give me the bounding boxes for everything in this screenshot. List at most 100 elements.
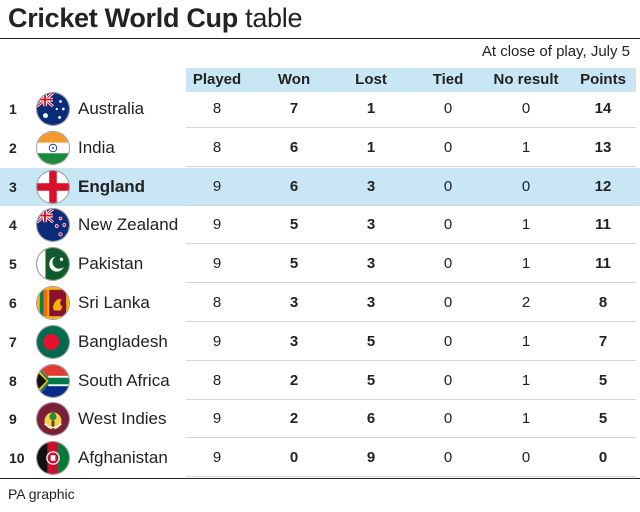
cell-points: 14 [594, 100, 612, 117]
column-header-played: Played [192, 71, 242, 88]
cell-lost: 3 [366, 255, 376, 273]
cell-tied: 0 [443, 216, 453, 234]
rank-cell: 6 [9, 295, 17, 311]
rank-cell: 7 [9, 333, 17, 350]
cell-played: 8 [212, 138, 222, 156]
table-row: 2 India 8 6 1 0 1 13 [0, 129, 640, 167]
title-divider [0, 38, 640, 39]
cell-won: 3 [289, 332, 299, 350]
cell-won: 5 [289, 216, 299, 234]
cell-lost: 1 [366, 100, 376, 117]
footer-credit: PA graphic [8, 486, 75, 502]
rank-cell: 5 [9, 256, 17, 273]
cell-points: 8 [598, 294, 608, 311]
australia-flag-icon [36, 92, 70, 126]
cell-played: 8 [212, 371, 222, 389]
cell-won: 5 [289, 255, 299, 273]
team-name: Australia [78, 99, 145, 118]
cell-points: 5 [598, 371, 608, 389]
cell-tied: 0 [443, 100, 453, 117]
team-name: England [78, 176, 146, 196]
cell-points: 7 [598, 332, 608, 350]
column-header-won: Won [277, 71, 311, 88]
column-header-points: Points [580, 71, 626, 88]
table-row: 8 South Africa 8 2 5 0 1 5 [0, 362, 640, 400]
row-divider [186, 476, 636, 478]
cell-tied: 0 [443, 255, 453, 273]
team-name: Afghanistan [78, 448, 168, 468]
table-row: 9 West Indies 9 2 6 0 1 5 [0, 400, 640, 439]
bangladesh-flag-icon [36, 324, 70, 359]
cell-lost: 3 [366, 177, 376, 195]
cell-won: 7 [289, 100, 299, 117]
column-header-no-result: No result [493, 71, 559, 88]
cell-no-result: 1 [521, 410, 531, 428]
column-header-bar: Played Won Lost Tied No result Points [186, 68, 636, 92]
team-name: New Zealand [78, 215, 179, 235]
table-row: 4 New Zealand 9 5 3 0 1 11 [0, 206, 640, 245]
cell-points: 13 [594, 138, 612, 156]
page-title: Cricket World Cup table [8, 2, 303, 34]
rank-cell: 4 [9, 217, 17, 234]
row-divider [186, 321, 636, 322]
cell-points: 11 [595, 216, 611, 234]
cell-won: 6 [289, 138, 299, 156]
team-name: Bangladesh [78, 331, 168, 351]
title-bold: Cricket World Cup [8, 3, 238, 33]
cell-tied: 0 [443, 332, 453, 350]
cell-points: 11 [595, 255, 611, 273]
england-flag-icon [36, 169, 70, 204]
rank-cell: 8 [9, 372, 17, 389]
cell-played: 9 [212, 177, 222, 195]
row-divider [186, 282, 636, 284]
cell-won: 3 [289, 294, 299, 311]
table-row: 10 Afghanistan 9 0 9 0 0 0 [0, 439, 640, 478]
row-divider [186, 165, 636, 167]
cell-tied: 0 [443, 449, 453, 467]
sri-lanka-flag-icon [36, 286, 70, 320]
west-indies-flag-icon [36, 402, 70, 437]
rank-cell: 9 [9, 411, 17, 428]
row-divider [186, 398, 636, 400]
cell-played: 8 [212, 100, 222, 117]
cell-played: 9 [212, 410, 222, 428]
cell-lost: 3 [366, 294, 376, 311]
cell-played: 9 [212, 216, 222, 234]
cell-played: 9 [212, 255, 222, 273]
cell-played: 9 [212, 449, 222, 467]
cell-lost: 3 [366, 216, 376, 234]
row-divider [186, 204, 636, 206]
cell-no-result: 1 [521, 371, 531, 389]
cell-lost: 5 [366, 332, 376, 350]
cell-tied: 0 [443, 177, 453, 195]
cell-no-result: 1 [521, 255, 531, 273]
cell-tied: 0 [443, 371, 453, 389]
team-name: Pakistan [78, 254, 144, 274]
cell-no-result: 0 [521, 100, 531, 117]
column-header-lost: Lost [355, 71, 387, 88]
india-flag-icon [36, 130, 70, 165]
cell-won: 6 [289, 177, 299, 195]
cell-tied: 0 [443, 294, 453, 311]
cell-played: 8 [212, 294, 222, 311]
cell-played: 9 [212, 332, 222, 350]
table-row: 7 Bangladesh 9 3 5 0 1 7 [0, 323, 640, 361]
cell-tied: 0 [443, 138, 453, 156]
cell-won: 2 [289, 410, 299, 428]
title-light: table [245, 3, 303, 33]
row-divider [186, 437, 636, 439]
team-name: West Indies [78, 409, 167, 429]
rank-cell: 2 [9, 139, 17, 156]
cell-won: 0 [289, 449, 299, 467]
cell-no-result: 0 [521, 449, 531, 467]
cell-lost: 9 [366, 449, 376, 467]
footer-divider [0, 478, 640, 479]
team-name: India [78, 137, 115, 157]
row-divider [186, 127, 636, 128]
cell-points: 12 [594, 177, 612, 195]
cell-no-result: 0 [521, 177, 531, 195]
pakistan-flag-icon [36, 247, 70, 282]
new-zealand-flag-icon [36, 208, 70, 243]
subtitle: At close of play, July 5 [481, 43, 630, 60]
table-row: 5 Pakistan 9 5 3 0 1 11 [0, 245, 640, 284]
